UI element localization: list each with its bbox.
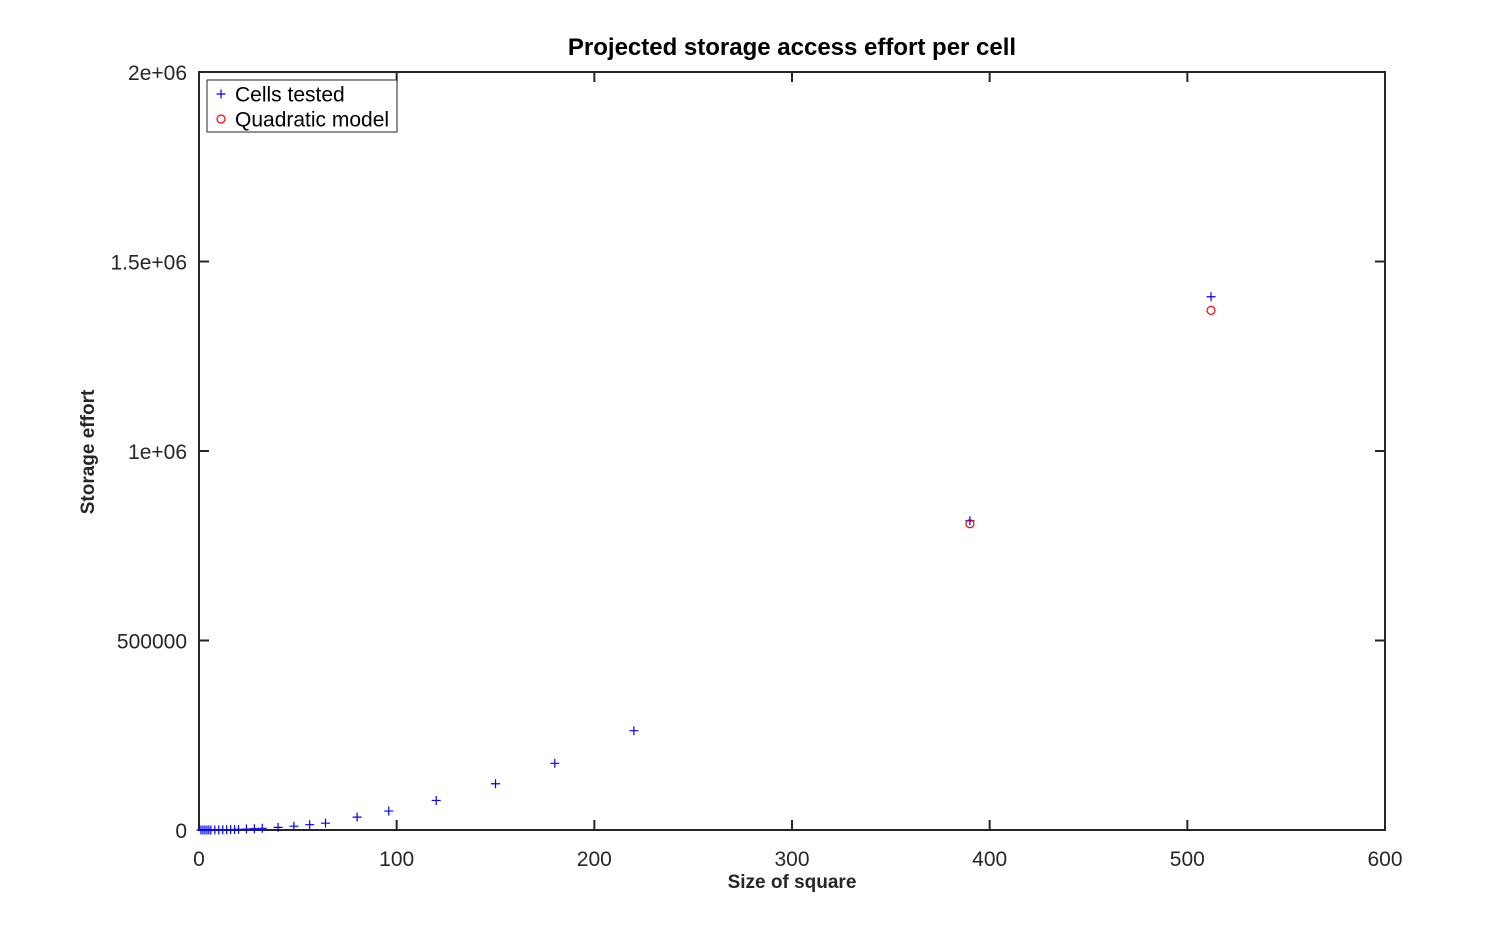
x-tick-label: 200 — [577, 848, 612, 871]
tick-labels: 0 100 200 300 400 500 600 0 500000 1e+06 1.5e+06 2e… — [111, 62, 1403, 871]
legend-marker-plus — [216, 89, 226, 99]
data-point-plus — [257, 823, 267, 833]
data-point-plus — [431, 795, 441, 805]
data-point-plus — [305, 820, 315, 830]
data-point-plus — [384, 806, 394, 816]
legend-label: Quadratic model — [235, 109, 389, 132]
x-tick-label: 500 — [1170, 848, 1205, 871]
x-axis-label: Size of square — [728, 872, 857, 893]
x-tick-label: 0 — [193, 848, 205, 871]
data-point-circle — [1206, 305, 1216, 315]
data-point-plus — [1206, 292, 1216, 302]
chart-title: Projected storage access effort per cell — [568, 34, 1016, 61]
y-tick-label: 500000 — [117, 631, 187, 654]
x-tick-label: 300 — [774, 848, 809, 871]
data-point-plus — [491, 779, 500, 789]
data-point-plus — [273, 822, 283, 832]
y-tick-label: 1.5e+06 — [111, 252, 188, 275]
series-quadratic-model — [965, 305, 1216, 529]
legend-box — [206, 79, 398, 133]
data-series — [196, 292, 1216, 835]
data-point-plus — [241, 824, 251, 834]
data-point-plus — [352, 812, 362, 822]
x-tick-label: 600 — [1367, 848, 1402, 871]
y-tick-label: 1e+06 — [128, 441, 187, 464]
y-axis-label: Storage effort — [78, 389, 99, 514]
y-tick-label: 0 — [175, 820, 187, 843]
data-point-plus — [234, 824, 244, 834]
x-tick-label: 400 — [972, 848, 1007, 871]
y-tick-label: 2e+06 — [128, 62, 187, 85]
data-point-plus — [550, 758, 560, 768]
data-point-circle — [965, 519, 975, 529]
x-tick-label: 100 — [379, 848, 414, 871]
legend-marker-circle — [216, 114, 226, 124]
legend-label: Cells tested — [235, 84, 345, 107]
data-point-plus — [629, 726, 639, 736]
data-point-plus — [321, 818, 331, 828]
data-point-plus — [289, 821, 299, 831]
data-point-plus — [249, 824, 259, 834]
